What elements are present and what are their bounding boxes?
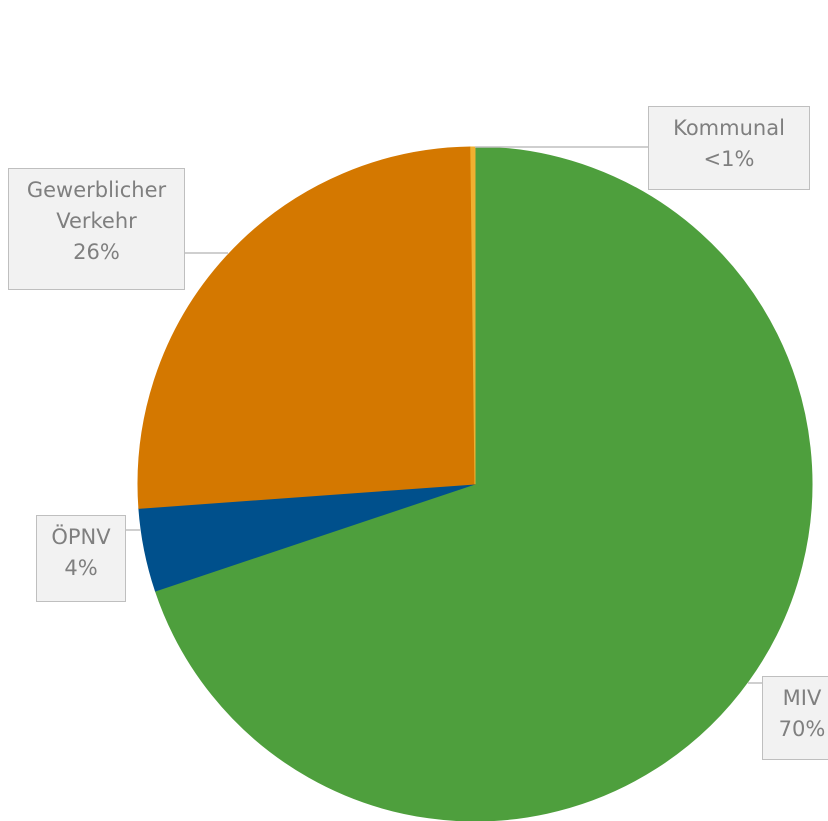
category-label: Kommunal xyxy=(673,116,785,140)
pie-slice xyxy=(137,146,476,509)
data-label: MIV 70% xyxy=(762,676,828,760)
value-label: <1% xyxy=(703,147,755,171)
category-label: Gewerblicher Verkehr xyxy=(26,178,167,233)
data-label: Kommunal <1% xyxy=(648,106,810,190)
value-label: 4% xyxy=(64,556,98,580)
value-label: 70% xyxy=(778,717,826,741)
category-label: ÖPNV xyxy=(51,525,111,549)
data-label: ÖPNV 4% xyxy=(36,515,126,602)
pie-slice xyxy=(154,146,813,821)
data-label: Gewerblicher Verkehr 26% xyxy=(8,168,185,290)
value-label: 26% xyxy=(73,240,120,264)
category-label: MIV xyxy=(782,686,822,710)
pie-slice xyxy=(470,146,476,485)
